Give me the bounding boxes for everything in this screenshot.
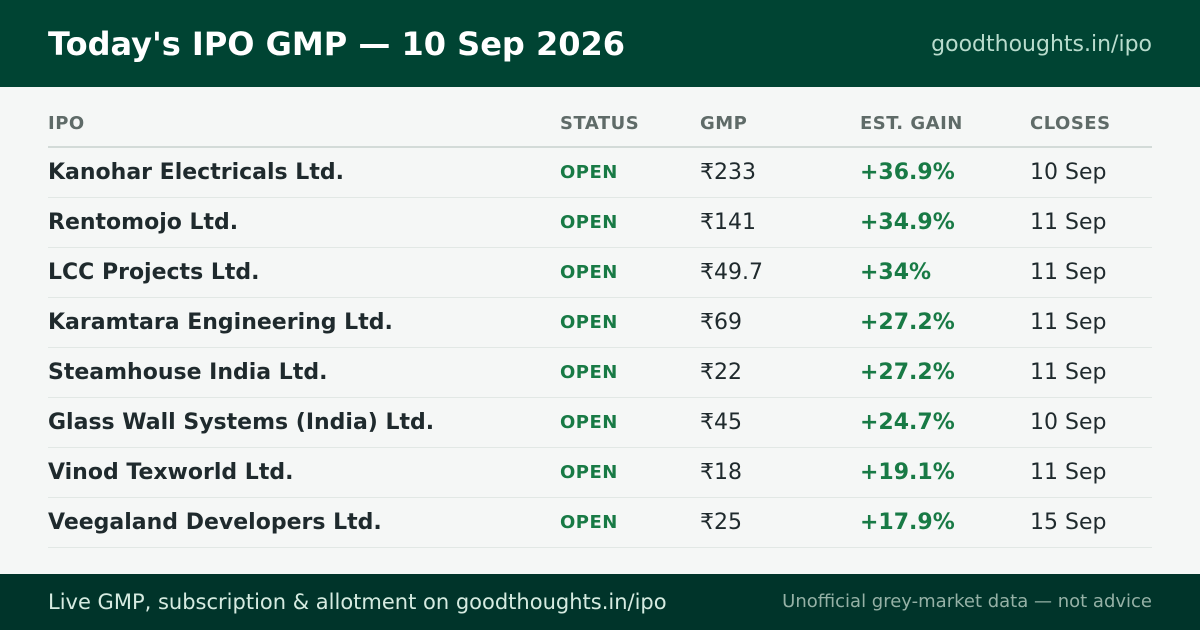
table-row: Kanohar Electricals Ltd. OPEN ₹233 +36.9…: [48, 148, 1152, 198]
table-row: Veegaland Developers Ltd. OPEN ₹25 +17.9…: [48, 498, 1152, 548]
table-row: Karamtara Engineering Ltd. OPEN ₹69 +27.…: [48, 298, 1152, 348]
column-header-ipo: IPO: [48, 113, 85, 134]
status-badge: OPEN: [560, 462, 618, 483]
table-row: Glass Wall Systems (India) Ltd. OPEN ₹45…: [48, 398, 1152, 448]
site-link[interactable]: goodthoughts.in/ipo: [931, 32, 1152, 57]
column-header-est-gain: EST. GAIN: [860, 113, 963, 134]
est-gain-value: +17.9%: [860, 510, 955, 535]
ipo-name: Vinod Texworld Ltd.: [48, 460, 294, 485]
gmp-value: ₹49.7: [700, 260, 763, 285]
est-gain-value: +19.1%: [860, 460, 955, 485]
status-badge: OPEN: [560, 512, 618, 533]
gmp-value: ₹141: [700, 210, 756, 235]
close-date: 11 Sep: [1030, 210, 1107, 235]
header-bar: Today's IPO GMP — 10 Sep 2026 goodthough…: [0, 0, 1200, 87]
close-date: 15 Sep: [1030, 510, 1107, 535]
close-date: 11 Sep: [1030, 460, 1107, 485]
ipo-gmp-table: IPO STATUS GMP EST. GAIN CLOSES Kanohar …: [48, 104, 1152, 548]
status-badge: OPEN: [560, 262, 618, 283]
footer-cta-link[interactable]: Live GMP, subscription & allotment on go…: [48, 590, 667, 614]
close-date: 11 Sep: [1030, 260, 1107, 285]
status-badge: OPEN: [560, 212, 618, 233]
column-header-closes: CLOSES: [1030, 113, 1111, 134]
ipo-name: Glass Wall Systems (India) Ltd.: [48, 410, 435, 435]
status-badge: OPEN: [560, 162, 618, 183]
est-gain-value: +34.9%: [860, 210, 955, 235]
status-badge: OPEN: [560, 412, 618, 433]
ipo-name: LCC Projects Ltd.: [48, 260, 260, 285]
gmp-value: ₹45: [700, 410, 742, 435]
ipo-name: Kanohar Electricals Ltd.: [48, 160, 344, 185]
table-row: Vinod Texworld Ltd. OPEN ₹18 +19.1% 11 S…: [48, 448, 1152, 498]
est-gain-value: +24.7%: [860, 410, 955, 435]
footer-bar: Live GMP, subscription & allotment on go…: [0, 574, 1200, 630]
est-gain-value: +27.2%: [860, 360, 955, 385]
page-title: Today's IPO GMP — 10 Sep 2026: [48, 25, 625, 63]
gmp-value: ₹233: [700, 160, 756, 185]
est-gain-value: +27.2%: [860, 310, 955, 335]
ipo-name: Veegaland Developers Ltd.: [48, 510, 382, 535]
footer-disclaimer: Unofficial grey-market data — not advice: [782, 591, 1152, 612]
est-gain-value: +34%: [860, 260, 932, 285]
gmp-value: ₹22: [700, 360, 742, 385]
table-row: LCC Projects Ltd. OPEN ₹49.7 +34% 11 Sep: [48, 248, 1152, 298]
close-date: 11 Sep: [1030, 360, 1107, 385]
est-gain-value: +36.9%: [860, 160, 955, 185]
table-row: Rentomojo Ltd. OPEN ₹141 +34.9% 11 Sep: [48, 198, 1152, 248]
column-header-gmp: GMP: [700, 113, 748, 134]
status-badge: OPEN: [560, 312, 618, 333]
column-header-status: STATUS: [560, 113, 640, 134]
gmp-value: ₹69: [700, 310, 742, 335]
status-badge: OPEN: [560, 362, 618, 383]
close-date: 10 Sep: [1030, 410, 1107, 435]
ipo-name: Karamtara Engineering Ltd.: [48, 310, 393, 335]
gmp-value: ₹18: [700, 460, 742, 485]
table-row: Steamhouse India Ltd. OPEN ₹22 +27.2% 11…: [48, 348, 1152, 398]
gmp-value: ₹25: [700, 510, 742, 535]
close-date: 10 Sep: [1030, 160, 1107, 185]
ipo-name: Rentomojo Ltd.: [48, 210, 239, 235]
ipo-name: Steamhouse India Ltd.: [48, 360, 328, 385]
close-date: 11 Sep: [1030, 310, 1107, 335]
table-header: IPO STATUS GMP EST. GAIN CLOSES: [48, 104, 1152, 148]
